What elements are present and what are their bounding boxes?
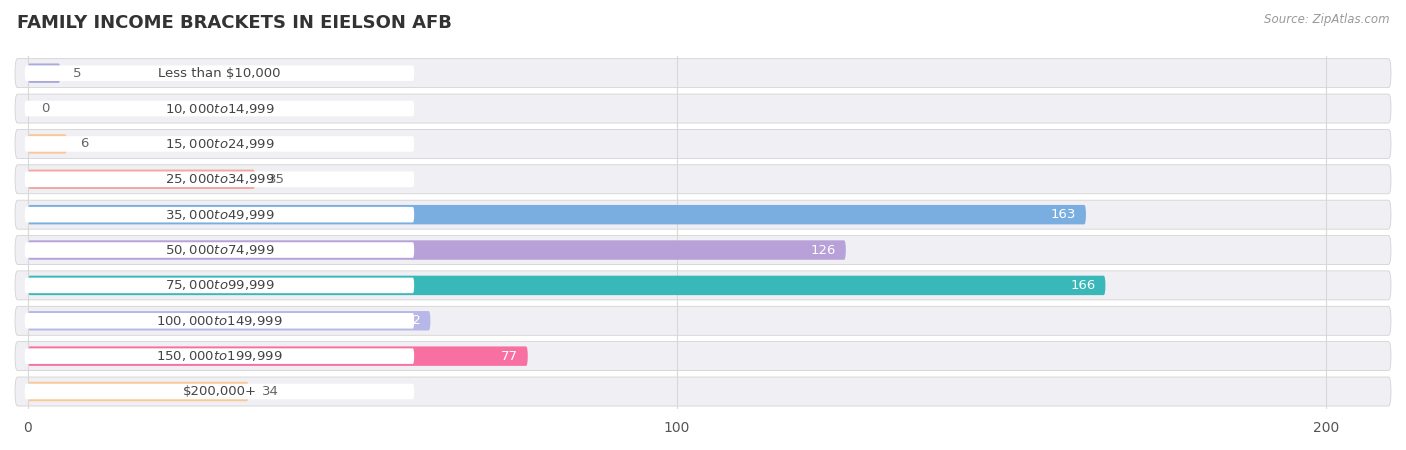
FancyBboxPatch shape bbox=[28, 346, 527, 366]
FancyBboxPatch shape bbox=[25, 101, 415, 117]
Text: $15,000 to $24,999: $15,000 to $24,999 bbox=[165, 137, 274, 151]
Text: 5: 5 bbox=[73, 67, 82, 80]
Text: $150,000 to $199,999: $150,000 to $199,999 bbox=[156, 349, 283, 363]
FancyBboxPatch shape bbox=[28, 382, 249, 401]
FancyBboxPatch shape bbox=[15, 200, 1391, 229]
FancyBboxPatch shape bbox=[28, 170, 254, 189]
FancyBboxPatch shape bbox=[28, 205, 1085, 225]
FancyBboxPatch shape bbox=[15, 342, 1391, 371]
FancyBboxPatch shape bbox=[15, 94, 1391, 123]
Text: FAMILY INCOME BRACKETS IN EIELSON AFB: FAMILY INCOME BRACKETS IN EIELSON AFB bbox=[17, 14, 451, 32]
FancyBboxPatch shape bbox=[15, 377, 1391, 406]
Text: Less than $10,000: Less than $10,000 bbox=[159, 67, 281, 80]
FancyBboxPatch shape bbox=[28, 63, 60, 83]
Text: 163: 163 bbox=[1050, 208, 1076, 221]
Text: 35: 35 bbox=[269, 173, 285, 186]
FancyBboxPatch shape bbox=[28, 134, 67, 153]
FancyBboxPatch shape bbox=[15, 271, 1391, 300]
Text: 0: 0 bbox=[41, 102, 49, 115]
Text: 62: 62 bbox=[404, 314, 420, 327]
Text: 34: 34 bbox=[262, 385, 278, 398]
FancyBboxPatch shape bbox=[15, 130, 1391, 158]
FancyBboxPatch shape bbox=[25, 65, 415, 81]
FancyBboxPatch shape bbox=[28, 311, 430, 330]
FancyBboxPatch shape bbox=[25, 313, 415, 328]
FancyBboxPatch shape bbox=[25, 171, 415, 187]
Text: $200,000+: $200,000+ bbox=[183, 385, 256, 398]
FancyBboxPatch shape bbox=[25, 207, 415, 222]
FancyBboxPatch shape bbox=[15, 306, 1391, 335]
FancyBboxPatch shape bbox=[25, 348, 415, 364]
Text: Source: ZipAtlas.com: Source: ZipAtlas.com bbox=[1264, 14, 1389, 27]
Text: 6: 6 bbox=[80, 137, 89, 150]
Text: 166: 166 bbox=[1070, 279, 1095, 292]
FancyBboxPatch shape bbox=[15, 235, 1391, 265]
FancyBboxPatch shape bbox=[15, 165, 1391, 194]
Text: $35,000 to $49,999: $35,000 to $49,999 bbox=[165, 207, 274, 222]
Text: $10,000 to $14,999: $10,000 to $14,999 bbox=[165, 102, 274, 116]
FancyBboxPatch shape bbox=[25, 278, 415, 293]
Text: $100,000 to $149,999: $100,000 to $149,999 bbox=[156, 314, 283, 328]
FancyBboxPatch shape bbox=[28, 276, 1105, 295]
Text: 126: 126 bbox=[811, 243, 837, 256]
Text: $25,000 to $34,999: $25,000 to $34,999 bbox=[165, 172, 274, 186]
FancyBboxPatch shape bbox=[25, 242, 415, 258]
Text: 77: 77 bbox=[501, 350, 517, 363]
Text: $75,000 to $99,999: $75,000 to $99,999 bbox=[165, 279, 274, 292]
FancyBboxPatch shape bbox=[25, 384, 415, 399]
FancyBboxPatch shape bbox=[28, 240, 846, 260]
Text: $50,000 to $74,999: $50,000 to $74,999 bbox=[165, 243, 274, 257]
FancyBboxPatch shape bbox=[25, 136, 415, 152]
FancyBboxPatch shape bbox=[15, 58, 1391, 88]
